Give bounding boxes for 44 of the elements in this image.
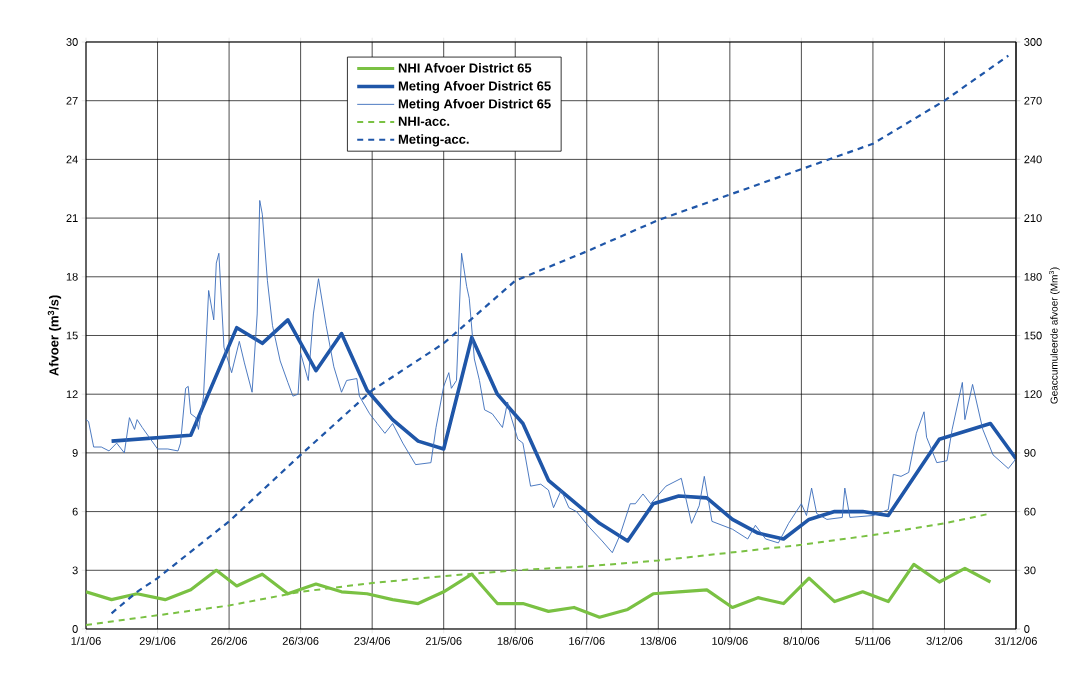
x-tick-label: 21/5/06 bbox=[425, 636, 462, 645]
y-tick-label: 24 bbox=[66, 155, 78, 164]
y2-tick-label: 180 bbox=[1024, 272, 1042, 281]
line-series bbox=[86, 200, 1016, 554]
y2-tick-label: 270 bbox=[1024, 96, 1042, 105]
x-tick-label: 13/8/06 bbox=[640, 636, 677, 645]
y-tick-label: 15 bbox=[66, 331, 78, 340]
y-tick-label: 30 bbox=[66, 38, 78, 46]
y2-tick-label: 0 bbox=[1024, 625, 1030, 633]
y-tick-label: 3 bbox=[72, 566, 78, 575]
legend-label: Meting Afvoer District 65 bbox=[398, 98, 551, 112]
legend-label: Meting-acc. bbox=[398, 134, 469, 147]
y-tick-label: 9 bbox=[72, 449, 78, 457]
legend-label: NHI Afvoer District 65 bbox=[398, 63, 532, 73]
legend-label: NHI-acc. bbox=[398, 116, 450, 126]
x-tick-label: 23/4/06 bbox=[354, 636, 391, 645]
y-tick-label: 27 bbox=[66, 96, 78, 105]
x-tick-label: 8/10/06 bbox=[783, 636, 820, 645]
x-tick-label: 16/7/06 bbox=[569, 636, 605, 645]
y2-tick-label: 210 bbox=[1024, 214, 1042, 222]
y2-tick-label: 150 bbox=[1024, 331, 1042, 340]
y-tick-label: 6 bbox=[72, 507, 78, 516]
y-tick-label: 0 bbox=[72, 625, 78, 633]
x-tick-label: 29/1/06 bbox=[139, 636, 176, 645]
y-tick-label: 18 bbox=[66, 272, 78, 281]
y2-tick-label: 30 bbox=[1024, 566, 1036, 575]
y-tick-label: 21 bbox=[66, 214, 78, 222]
x-tick-label: 3/12/06 bbox=[926, 636, 963, 645]
y2-axis-title: Geaccumuleerde afvoer (Mm$^{3}$) bbox=[1049, 267, 1060, 404]
y-tick-label: 12 bbox=[66, 390, 78, 399]
x-tick-label: 1/1/06 bbox=[71, 636, 101, 645]
y2-tick-label: 240 bbox=[1024, 155, 1042, 164]
x-tick-label: 26/3/06 bbox=[282, 636, 319, 645]
y2-tick-label: 60 bbox=[1024, 507, 1036, 516]
x-tick-label: 18/6/06 bbox=[497, 636, 534, 645]
legend-label: Meting Afvoer District 65 bbox=[398, 80, 551, 94]
y2-tick-label: 120 bbox=[1024, 390, 1042, 399]
x-tick-label: 5/11/06 bbox=[855, 636, 891, 645]
y2-tick-label: 300 bbox=[1024, 38, 1042, 46]
y-axis-title: Afvoer (m$^{3}$/s) bbox=[47, 295, 62, 376]
x-tick-label: 26/2/06 bbox=[211, 636, 247, 645]
x-tick-label: 10/9/06 bbox=[712, 636, 748, 645]
x-tick-label: 31/12/06 bbox=[995, 636, 1037, 645]
y2-tick-label: 90 bbox=[1024, 449, 1036, 457]
